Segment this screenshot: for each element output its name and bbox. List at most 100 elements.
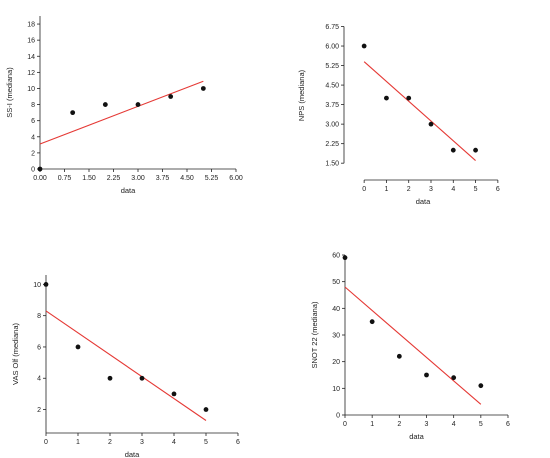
x-tick-label: 0.75 xyxy=(58,175,72,182)
x-tick-label: 0.00 xyxy=(33,175,47,182)
y-tick-label: 5.25 xyxy=(325,63,339,70)
data-point xyxy=(43,281,49,287)
data-point xyxy=(171,391,177,397)
x-tick-label: 2.25 xyxy=(107,175,121,182)
x-axis-title: data xyxy=(125,450,140,458)
x-tick-label: 2 xyxy=(397,421,401,428)
x-tick-label: 3 xyxy=(140,439,144,446)
chart-vas-olf: 0 1 2 3 4 5 6 2 4 6 8 10 data VAS Olf (mediana) xyxy=(11,275,240,458)
y-tick-label: 8 xyxy=(37,313,41,320)
data-point xyxy=(451,375,457,381)
data-point xyxy=(396,353,402,359)
y-tick-label: 6.00 xyxy=(325,44,339,51)
data-point xyxy=(369,319,375,325)
data-point xyxy=(478,383,484,389)
y-tick-label: 6 xyxy=(37,344,41,351)
data-point xyxy=(107,375,113,381)
data-point xyxy=(473,147,478,153)
y-tick-label: 18 xyxy=(27,22,35,29)
data-point xyxy=(139,375,145,381)
y-tick-label: 3.00 xyxy=(325,122,339,129)
data-point xyxy=(361,43,367,49)
y-tick-label: 40 xyxy=(332,306,340,313)
data-point xyxy=(384,95,389,101)
x-tick-label: 5 xyxy=(479,421,483,428)
y-tick-label: 4 xyxy=(37,376,41,383)
y-tick-label: 10 xyxy=(33,282,41,289)
x-tick-label: 3.00 xyxy=(131,175,145,182)
data-point xyxy=(424,372,429,378)
x-tick-label: 2 xyxy=(108,439,112,446)
x-tick-label: 5 xyxy=(474,186,478,193)
y-tick-label: 6 xyxy=(31,118,35,125)
x-tick-label: 4 xyxy=(452,421,456,428)
data-point xyxy=(406,95,412,101)
y-tick-label: 0 xyxy=(336,413,340,420)
y-tick-label: 2.25 xyxy=(325,141,339,148)
x-tick-label: 6 xyxy=(496,186,500,193)
x-axis-title: data xyxy=(121,186,136,195)
x-tick-label: 4 xyxy=(172,439,176,446)
x-axis-title: data xyxy=(409,432,424,441)
data-point xyxy=(102,102,108,107)
x-tick-label: 3 xyxy=(425,421,429,428)
data-point xyxy=(203,407,209,412)
y-tick-label: 20 xyxy=(332,359,340,366)
x-tick-label: 4 xyxy=(451,186,455,193)
data-point xyxy=(200,86,206,91)
x-tick-label: 5 xyxy=(204,439,208,446)
trend-line xyxy=(39,80,204,145)
chart-nps: 0 1 2 3 4 5 6 1.50 2.25 3.00 3.75 4.50 5.25 6.00 6.75 d… xyxy=(297,24,500,206)
y-tick-label: 3.75 xyxy=(325,102,339,109)
y-tick-label: 6.75 xyxy=(325,24,339,31)
y-tick-label: 0 xyxy=(31,167,35,174)
x-tick-label: 1.50 xyxy=(82,175,96,182)
x-tick-label: 6 xyxy=(236,439,240,446)
x-tick-label: 0 xyxy=(44,439,48,446)
data-point xyxy=(428,121,434,127)
trend-line xyxy=(344,286,482,405)
data-point xyxy=(135,102,141,107)
x-tick-label: 6.00 xyxy=(229,175,243,182)
y-axis-title: SNOT 22 (mediana) xyxy=(310,301,319,368)
y-tick-label: 8 xyxy=(31,102,35,109)
x-tick-label: 0 xyxy=(343,421,347,428)
y-tick-label: 4.50 xyxy=(325,83,339,90)
y-tick-label: 12 xyxy=(27,70,35,77)
chart-ssi: 0.00 0.75 1.50 2.25 3.00 3.75 4.50 5.25 6.00 0 2 4 6… xyxy=(5,16,243,195)
x-tick-label: 3.75 xyxy=(156,175,170,182)
y-tick-label: 1.50 xyxy=(325,161,339,168)
x-tick-label: 4.50 xyxy=(180,175,194,182)
x-tick-label: 5.25 xyxy=(205,175,219,182)
y-tick-label: 4 xyxy=(31,134,35,141)
x-tick-label: 1 xyxy=(384,186,388,193)
x-axis-title: data xyxy=(416,197,431,206)
y-tick-label: 2 xyxy=(31,150,35,157)
x-tick-label: 0 xyxy=(362,186,366,193)
x-tick-label: 6 xyxy=(506,421,510,428)
x-tick-label: 3 xyxy=(429,186,433,193)
y-tick-label: 60 xyxy=(332,253,340,260)
data-point xyxy=(168,94,174,99)
y-tick-label: 16 xyxy=(27,38,35,45)
y-axis-title: SS-I (mediana) xyxy=(5,67,14,118)
data-point xyxy=(37,166,43,172)
y-axis-title: NPS (mediana) xyxy=(297,69,306,121)
data-point xyxy=(70,110,76,116)
trend-line xyxy=(363,61,476,161)
y-tick-label: 14 xyxy=(27,54,35,61)
y-tick-label: 2 xyxy=(37,407,41,414)
y-tick-label: 10 xyxy=(27,86,35,93)
x-tick-label: 1 xyxy=(370,421,374,428)
trend-line xyxy=(45,310,207,421)
y-tick-label: 10 xyxy=(332,386,340,393)
data-point xyxy=(450,147,456,153)
x-tick-label: 2 xyxy=(407,186,411,193)
y-axis-title: VAS Olf (mediana) xyxy=(11,323,20,385)
data-point xyxy=(342,255,348,261)
x-tick-label: 1 xyxy=(76,439,80,446)
data-point xyxy=(75,344,81,350)
y-tick-label: 50 xyxy=(332,279,340,286)
